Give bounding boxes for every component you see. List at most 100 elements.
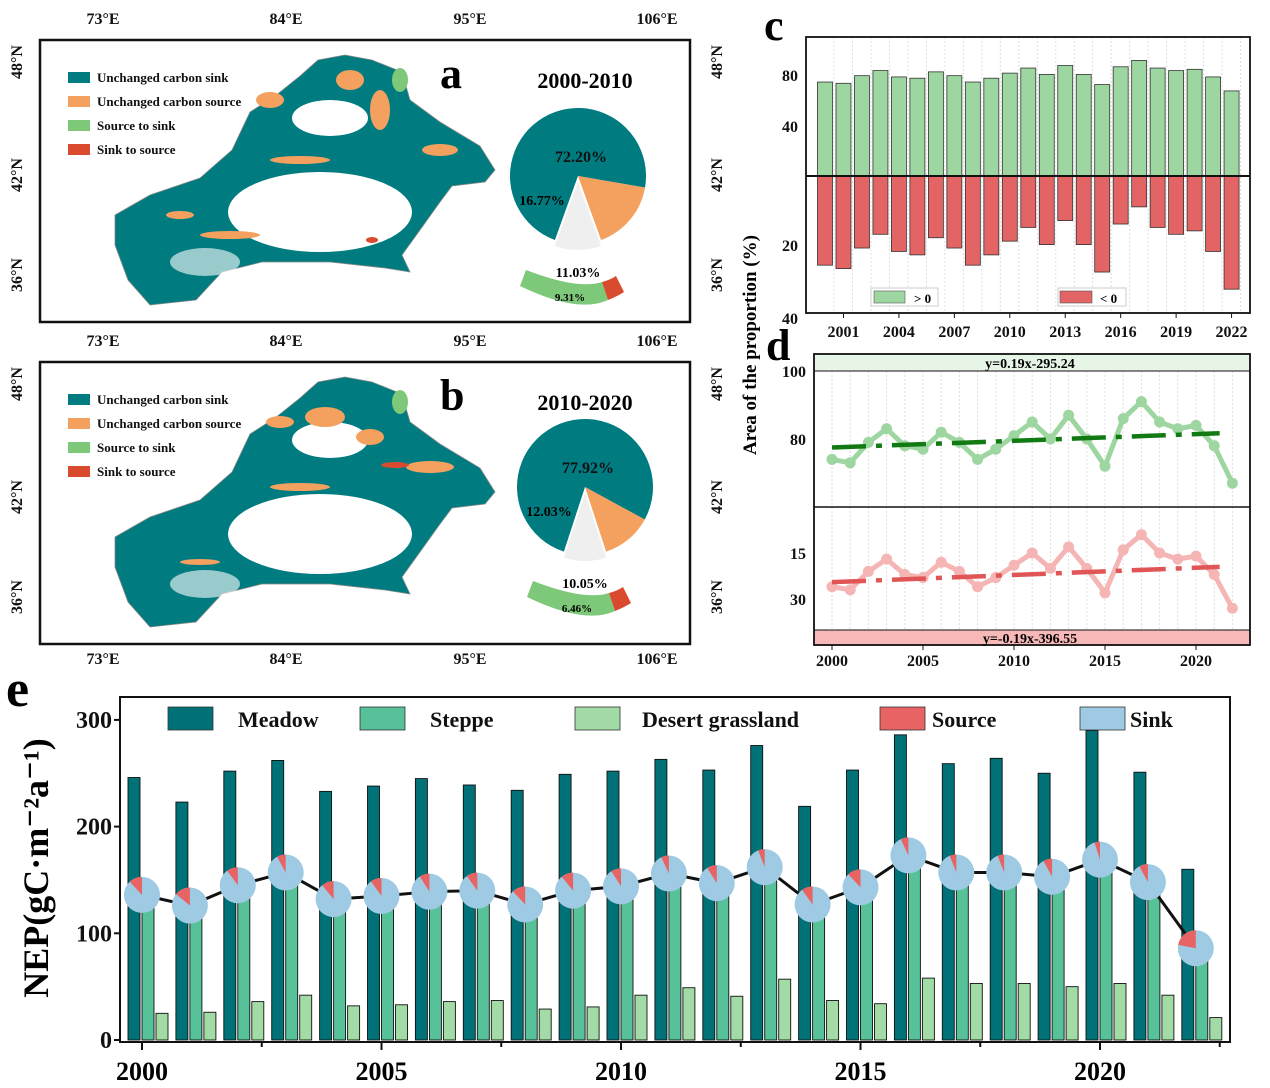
unchanged-source-area: [270, 156, 330, 164]
bar-negative: [1131, 175, 1148, 208]
bar-positive: [909, 77, 926, 177]
source-to-sink-area: [392, 68, 408, 92]
bar-steppe: [141, 899, 155, 1041]
pie-source-slice: [561, 872, 574, 891]
bar-steppe: [764, 872, 778, 1041]
bar-steppe: [381, 900, 394, 1041]
unchanged-source-area: [406, 461, 454, 473]
y-tick-label-bottom: 30: [790, 592, 806, 609]
bar-meadow: [702, 769, 716, 1041]
bar-positive: [964, 81, 981, 177]
bar-positive: [1205, 76, 1221, 177]
bar-positive: [1020, 67, 1037, 177]
bar-meadow: [414, 778, 428, 1041]
point-positive: [1026, 416, 1038, 428]
lat-tick-label-left: 36°N: [9, 580, 26, 614]
legend-swatch: [1079, 706, 1126, 731]
bar-positive: [1038, 74, 1055, 177]
bar-meadow: [462, 784, 476, 1041]
bar-meadow: [1085, 730, 1099, 1041]
map-legend-swatch: [68, 96, 90, 107]
point-positive: [1154, 416, 1166, 428]
period-title: 2010-2020: [537, 390, 632, 415]
source-to-sink-area: [392, 390, 408, 414]
plot-frame: [119, 696, 1231, 1043]
bar-steppe: [1003, 877, 1017, 1041]
bar-desert-grassland: [395, 1004, 408, 1041]
bar-steppe: [189, 910, 203, 1041]
pie-slice-changed: [554, 182, 602, 251]
bar-steppe: [428, 896, 442, 1041]
y-tick-label-bottom: 15: [790, 546, 806, 563]
bar-positive: [983, 77, 1000, 177]
bar-meadow: [893, 734, 907, 1041]
pie-label-unchanged-sink: 72.20%: [555, 149, 607, 166]
bar-desert-grassland: [490, 1000, 504, 1041]
pie-ring-source-to-sink: [520, 270, 608, 305]
lat-tick-label-right: 36°N: [709, 258, 726, 292]
point-positive: [1208, 440, 1220, 452]
bar-steppe: [716, 888, 730, 1041]
bar-positive: [1131, 60, 1148, 177]
pie-source-slice: [227, 867, 238, 886]
unchanged-source-area: [270, 483, 330, 491]
bar-steppe: [1051, 881, 1065, 1041]
point-negative: [953, 565, 965, 577]
bar-negative: [1094, 175, 1111, 273]
bar-desert-grassland: [682, 987, 696, 1041]
bar-desert-grassland: [778, 978, 792, 1041]
bar-positive: [1075, 74, 1092, 177]
map-legend-swatch: [68, 418, 90, 429]
point-positive: [1172, 423, 1184, 435]
bar-positive: [927, 71, 944, 177]
equation-band-positive: [814, 354, 1250, 371]
point-negative: [1226, 602, 1238, 614]
legend-label: Desert grassland: [642, 707, 799, 732]
y-tick-label-positive: 80: [782, 68, 798, 85]
bar-negative: [872, 175, 889, 235]
trend-line-negative: [831, 564, 1220, 585]
bar-steppe: [476, 895, 490, 1041]
point-positive: [1190, 419, 1202, 431]
lon-tick-label-bottom: 73°E: [86, 651, 119, 668]
white-area: [170, 248, 240, 276]
x-tick-label: 2010: [994, 324, 1026, 341]
tarim-basin: [228, 494, 412, 574]
unchanged-source-area: [166, 211, 194, 219]
bar-negative: [909, 175, 926, 256]
equation-positive: y=0.19x-295.24: [985, 357, 1075, 372]
legend-label: Steppe: [430, 707, 494, 732]
bar-desert-grassland: [1017, 982, 1031, 1041]
panel-letter: a: [440, 49, 462, 98]
pie-label-source-to-sink: 9.31%: [555, 292, 585, 304]
point-positive: [1099, 460, 1111, 472]
bar-positive: [891, 76, 907, 177]
lat-tick-label-right: 42°N: [709, 480, 726, 514]
x-tick-label: 2000: [816, 653, 848, 670]
pie-source-slice: [466, 872, 478, 891]
legend-label-positive: > 0: [914, 291, 931, 306]
lon-tick-label-top: 73°E: [86, 11, 119, 28]
unchanged-source-area: [256, 92, 284, 108]
bar-negative: [1112, 175, 1129, 225]
point-positive: [1117, 413, 1129, 425]
map-legend-swatch: [68, 394, 90, 405]
y-tick-label-positive: 40: [782, 119, 798, 136]
pie-source-slice: [1139, 864, 1148, 883]
bar-negative: [835, 175, 852, 270]
bar-negative: [817, 175, 833, 266]
bar-positive: [1168, 70, 1185, 177]
bar-desert-grassland: [874, 1003, 887, 1041]
bar-meadow: [654, 758, 668, 1041]
pie-source-slice: [707, 865, 717, 884]
lat-tick-label-right: 42°N: [709, 158, 726, 192]
bar-negative: [1149, 175, 1166, 228]
map-legend-label: Unchanged carbon source: [97, 416, 241, 431]
unchanged-source-area: [266, 416, 294, 428]
pie-source-slice: [802, 886, 813, 905]
x-tick-label: 2015: [835, 1057, 887, 1086]
map-legend-label: Source to sink: [97, 440, 176, 455]
unchanged-source-area: [180, 559, 220, 565]
map-legend-swatch: [68, 72, 90, 83]
x-tick-label: 2010: [595, 1057, 647, 1086]
